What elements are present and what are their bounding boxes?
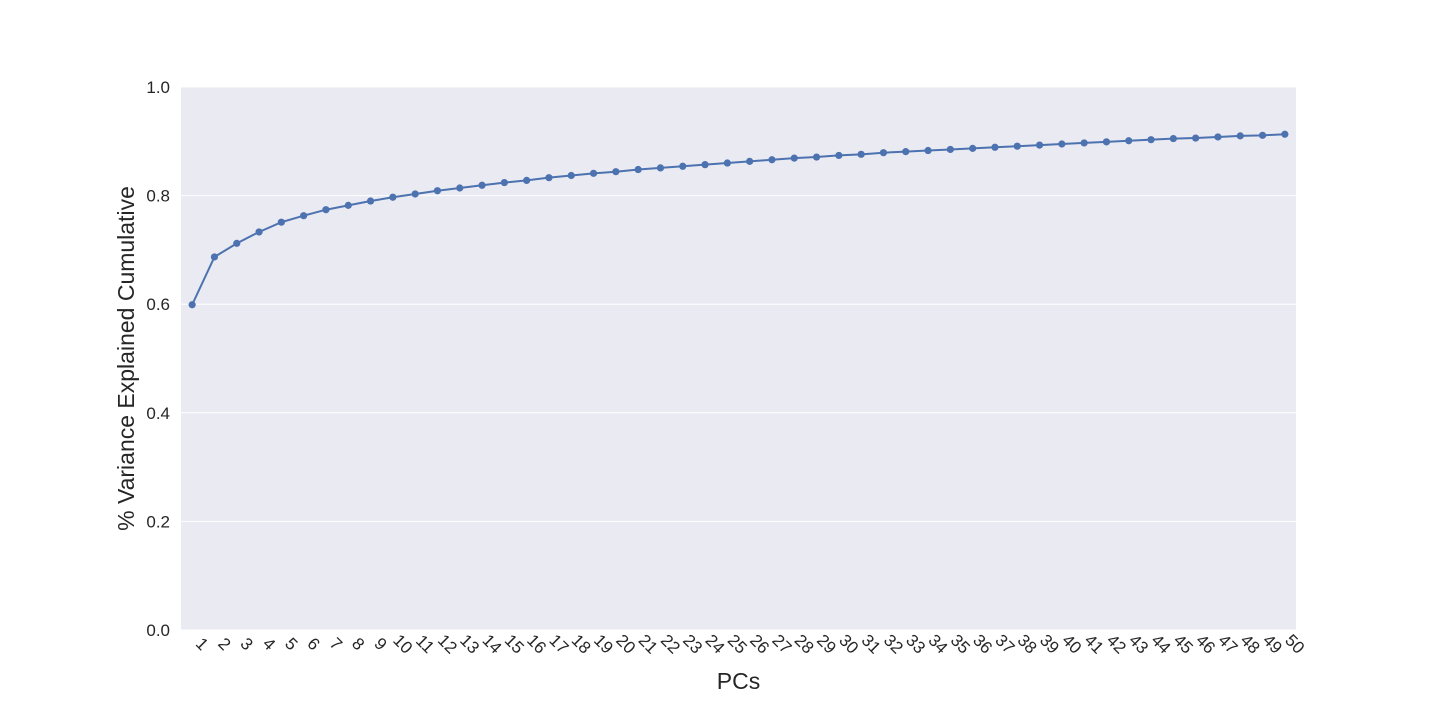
data-point [1236, 132, 1244, 140]
gridlines [181, 86, 1296, 631]
y-tick-label: 0.2 [146, 512, 170, 531]
data-point [1080, 139, 1088, 147]
data-point [879, 149, 888, 157]
x-tick-label: 4 [259, 634, 279, 654]
data-point [1214, 133, 1222, 141]
data-point [545, 174, 553, 182]
data-point [969, 144, 977, 152]
data-point [790, 154, 798, 162]
data-point [902, 148, 910, 156]
data-point [366, 197, 375, 205]
data-point [701, 161, 709, 169]
x-tick-label: 2 [214, 634, 234, 654]
data-point [389, 193, 397, 201]
x-tick-label: 5 [281, 634, 301, 654]
data-point [344, 201, 352, 209]
data-point [1169, 134, 1177, 143]
data-point [656, 164, 665, 172]
x-tick-labels: 1 2 3 4 5 6 7 8 91011121314151617181920212223242… [192, 631, 1308, 658]
x-tick-label: 6 [303, 634, 323, 654]
data-point [188, 301, 196, 309]
data-point [746, 157, 754, 165]
data-point [277, 218, 285, 226]
y-tick-labels: 0.0 0.2 0.4 0.6 0.8 1.0 [146, 78, 170, 640]
data-point [679, 162, 687, 170]
data-point [523, 176, 531, 184]
data-point [946, 145, 954, 154]
x-tick-label: 3 [237, 634, 257, 654]
data-point [1013, 142, 1021, 150]
y-axis-title: % Variance Explained Cumulative [113, 186, 139, 531]
series-line [191, 133, 1285, 306]
data-point [567, 171, 575, 180]
data-point [478, 181, 486, 189]
data-point [768, 156, 776, 164]
data-point [1147, 136, 1155, 144]
data-point [1035, 141, 1044, 149]
data-point [1258, 131, 1267, 139]
data-point [812, 153, 821, 161]
x-tick-label: 9 [370, 634, 390, 654]
data-point [322, 206, 330, 214]
data-point [612, 168, 620, 176]
data-point [589, 169, 598, 177]
plot-area [181, 87, 1296, 630]
y-tick-label: 0.6 [146, 295, 170, 314]
data-point [835, 151, 843, 160]
data-point [1102, 138, 1111, 146]
series-points [188, 130, 1289, 309]
x-tick-label: 1 [192, 634, 212, 654]
y-tick-label: 0.4 [146, 404, 170, 423]
data-point [300, 212, 308, 220]
data-point [1192, 134, 1200, 142]
data-point [634, 165, 642, 174]
x-tick-label: 7 [326, 634, 346, 654]
y-tick-label: 1.0 [146, 78, 170, 97]
data-point [857, 150, 865, 158]
y-tick-label: 0.8 [146, 187, 170, 206]
data-point [924, 146, 932, 155]
data-point [1058, 140, 1066, 148]
data-point [456, 184, 464, 192]
data-point [411, 190, 419, 198]
data-point [210, 253, 219, 261]
data-point [723, 159, 731, 167]
data-point [991, 143, 999, 151]
data-point [1281, 130, 1289, 138]
y-tick-label: 0.0 [146, 621, 170, 640]
x-tick-label: 50 [1281, 631, 1308, 658]
data-point [233, 239, 241, 247]
data-point [255, 228, 263, 236]
data-point [433, 187, 442, 195]
data-point [500, 178, 508, 187]
x-axis-title: PCs [717, 668, 760, 694]
x-tick-label: 8 [348, 634, 368, 654]
data-point [1125, 137, 1133, 145]
